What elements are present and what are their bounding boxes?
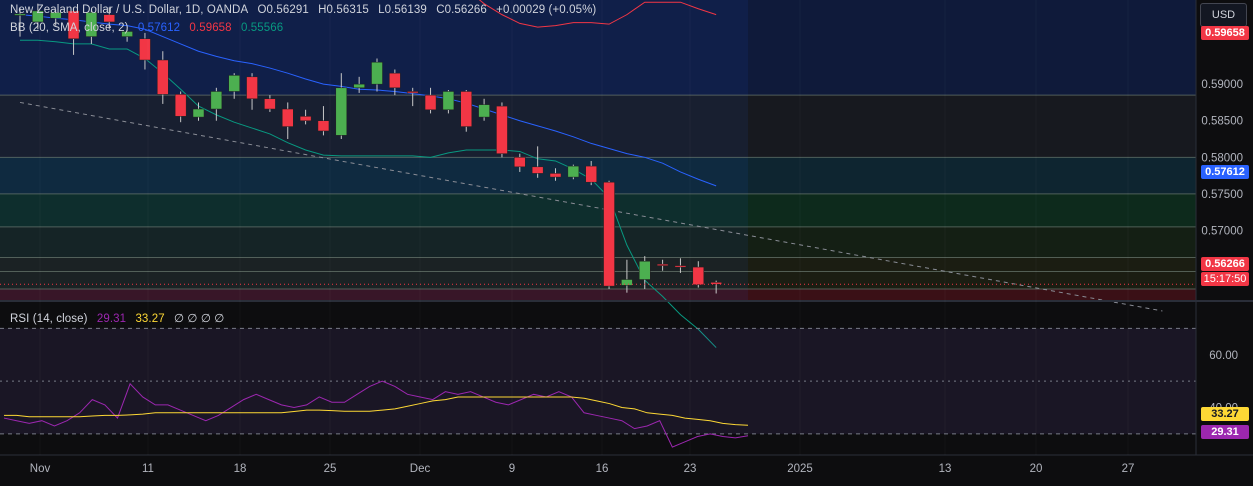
pane-separator[interactable]: [0, 300, 1253, 302]
price-axis-tick-label: 0.59000: [1201, 79, 1243, 91]
candle-body[interactable]: [531, 166, 544, 174]
bb-legend[interactable]: BB (20, SMA, close, 2) 0.57612 0.59658 0…: [10, 22, 289, 34]
candle-body[interactable]: [210, 91, 223, 110]
symbol-title[interactable]: New Zealand Dollar / U.S. Dollar, 1D, OA…: [10, 4, 249, 16]
candle-body[interactable]: [639, 260, 651, 280]
time-axis-label: 20: [1030, 463, 1043, 475]
rsi-label[interactable]: RSI (14, close): [10, 313, 88, 325]
bb-lower-line: [20, 39, 717, 348]
candle-body[interactable]: [264, 98, 276, 110]
rsi-price-tag: 29.31: [1201, 425, 1249, 439]
candle-body[interactable]: [228, 75, 240, 92]
price-zone-band: [0, 157, 1196, 194]
candle-body[interactable]: [603, 181, 615, 287]
time-axis-label: Dec: [410, 463, 431, 475]
time-axis-label: 16: [596, 463, 609, 475]
rsi-ma-price-tag: 33.27: [1201, 407, 1249, 421]
rsi-ma-line: [4, 396, 749, 426]
symbol-legend[interactable]: New Zealand Dollar / U.S. Dollar, 1D, OA…: [10, 4, 602, 16]
candle-body[interactable]: [656, 263, 669, 266]
bb-basis-line: [19, 14, 717, 187]
candle-body[interactable]: [139, 38, 151, 61]
candle-body[interactable]: [282, 108, 294, 127]
candle-body[interactable]: [67, 10, 80, 40]
bb-label[interactable]: BB (20, SMA, close, 2): [10, 22, 129, 34]
currency-button[interactable]: USD: [1200, 3, 1247, 27]
candle-body[interactable]: [514, 157, 526, 168]
time-axis-label: 23: [684, 463, 697, 475]
bb-upper-price-tag: 0.59658: [1201, 26, 1249, 40]
candle-body[interactable]: [121, 31, 133, 37]
candle-body[interactable]: [353, 83, 365, 89]
candle-body[interactable]: [567, 165, 580, 178]
time-axis-label: 11: [142, 463, 154, 475]
rsi-axis-tick-label: 60.00: [1209, 350, 1238, 362]
time-axis-label: Nov: [30, 463, 51, 475]
rsi-line: [3, 380, 749, 448]
candle-body[interactable]: [157, 59, 169, 95]
candle-body[interactable]: [174, 94, 187, 117]
candle-body[interactable]: [317, 120, 330, 132]
candle-body[interactable]: [32, 10, 44, 23]
candle-body[interactable]: [549, 173, 562, 178]
last-price-tag: 0.56266: [1201, 257, 1249, 271]
price-axis-tick-label: 0.58000: [1201, 152, 1243, 164]
bb-upper-line: [478, 0, 717, 28]
trendline[interactable]: [19, 101, 1163, 312]
bb-basis-price-tag: 0.57612: [1201, 165, 1249, 179]
candle-body[interactable]: [585, 165, 597, 183]
candle-body[interactable]: [299, 116, 312, 121]
price-zone-band: [0, 193, 1196, 227]
candle-body[interactable]: [246, 76, 258, 100]
candle-body[interactable]: [406, 91, 419, 94]
time-axis-label: 9: [509, 463, 515, 475]
candle-body[interactable]: [478, 104, 490, 118]
ohlc-high: H0.56315: [318, 4, 369, 16]
candle-body[interactable]: [371, 61, 383, 85]
price-axis-tick-label: 0.57500: [1201, 189, 1243, 201]
time-axis-label: 2025: [787, 463, 813, 475]
time-axis-label: 13: [939, 463, 952, 475]
candle-body[interactable]: [674, 265, 687, 268]
candle-body[interactable]: [460, 91, 472, 127]
price-zone-band: [0, 0, 1196, 96]
candle-body[interactable]: [621, 279, 633, 286]
rsi-ma-value: 33.27: [135, 313, 165, 325]
time-axis-label: 25: [324, 463, 337, 475]
rsi-value: 29.31: [96, 313, 127, 325]
rsi-band-fill: [0, 328, 1196, 434]
candle-body[interactable]: [692, 266, 705, 285]
price-axis-tick-label: 0.58500: [1201, 116, 1243, 128]
rsi-legend[interactable]: RSI (14, close) 29.31 33.27 ∅ ∅ ∅ ∅: [10, 311, 230, 325]
candle-body[interactable]: [103, 14, 115, 23]
countdown-tag: 15:17:50: [1201, 272, 1249, 286]
ohlc-open: O0.56291: [257, 4, 309, 16]
price-zone-band: [0, 226, 1196, 258]
candle-body[interactable]: [49, 12, 62, 19]
candle-body[interactable]: [85, 12, 98, 37]
bb-upper-value: 0.59658: [189, 22, 232, 34]
candle-body[interactable]: [192, 108, 205, 118]
candle-body[interactable]: [335, 87, 348, 136]
candle-body[interactable]: [496, 105, 508, 154]
candle-body[interactable]: [14, 13, 26, 16]
time-axis-label: 18: [234, 463, 247, 475]
price-axis-tick-label: 0.57000: [1201, 225, 1243, 237]
bb-lower-value: 0.55566: [240, 22, 284, 34]
rsi-extra-values: ∅ ∅ ∅ ∅: [174, 313, 225, 325]
ohlc-change: +0.00029 (+0.05%): [496, 4, 597, 16]
time-axis-label: 27: [1122, 463, 1135, 475]
candle-body[interactable]: [389, 72, 401, 89]
price-zone-band: [0, 95, 1196, 158]
candle-body[interactable]: [442, 91, 455, 111]
ohlc-close: C0.56266: [436, 4, 487, 16]
price-zone-band: [0, 289, 1196, 300]
bb-basis-value: 0.57612: [137, 22, 181, 34]
candle-body[interactable]: [424, 94, 437, 111]
ohlc-low: L0.56139: [378, 4, 427, 16]
bb-fill-region: [0, 0, 748, 300]
